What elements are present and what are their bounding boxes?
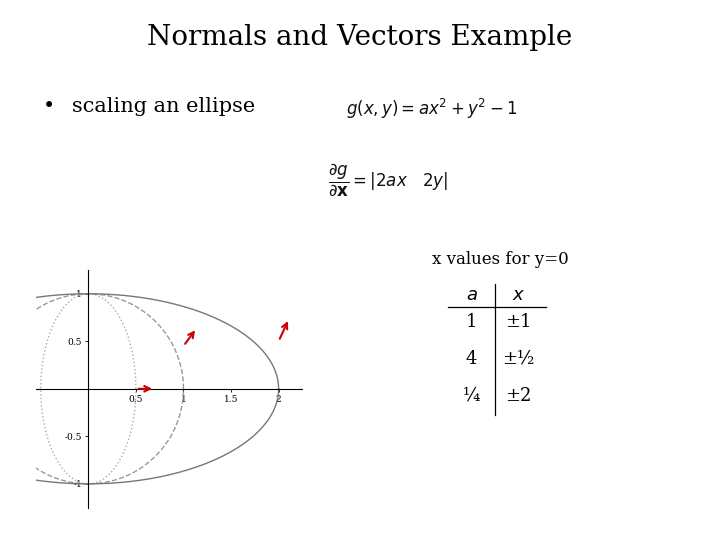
Text: $g(x, y) = ax^2 + y^2 - 1$: $g(x, y) = ax^2 + y^2 - 1$ [346, 97, 517, 122]
Text: ±½: ±½ [503, 350, 534, 368]
Text: x values for y=0: x values for y=0 [432, 251, 569, 268]
Text: •: • [43, 97, 55, 116]
Text: scaling an ellipse: scaling an ellipse [72, 97, 256, 116]
Text: ±1: ±1 [505, 313, 531, 331]
Text: 4: 4 [466, 350, 477, 368]
Text: ¼: ¼ [463, 387, 480, 404]
Text: ±2: ±2 [505, 387, 531, 404]
Text: $a$: $a$ [466, 286, 477, 304]
Text: Normals and Vectors Example: Normals and Vectors Example [148, 24, 572, 51]
Text: $\dfrac{\partial g}{\partial \mathbf{x}} = |2ax \quad 2y|$: $\dfrac{\partial g}{\partial \mathbf{x}}… [328, 162, 448, 198]
Text: $x$: $x$ [512, 286, 525, 304]
Text: 1: 1 [466, 313, 477, 331]
